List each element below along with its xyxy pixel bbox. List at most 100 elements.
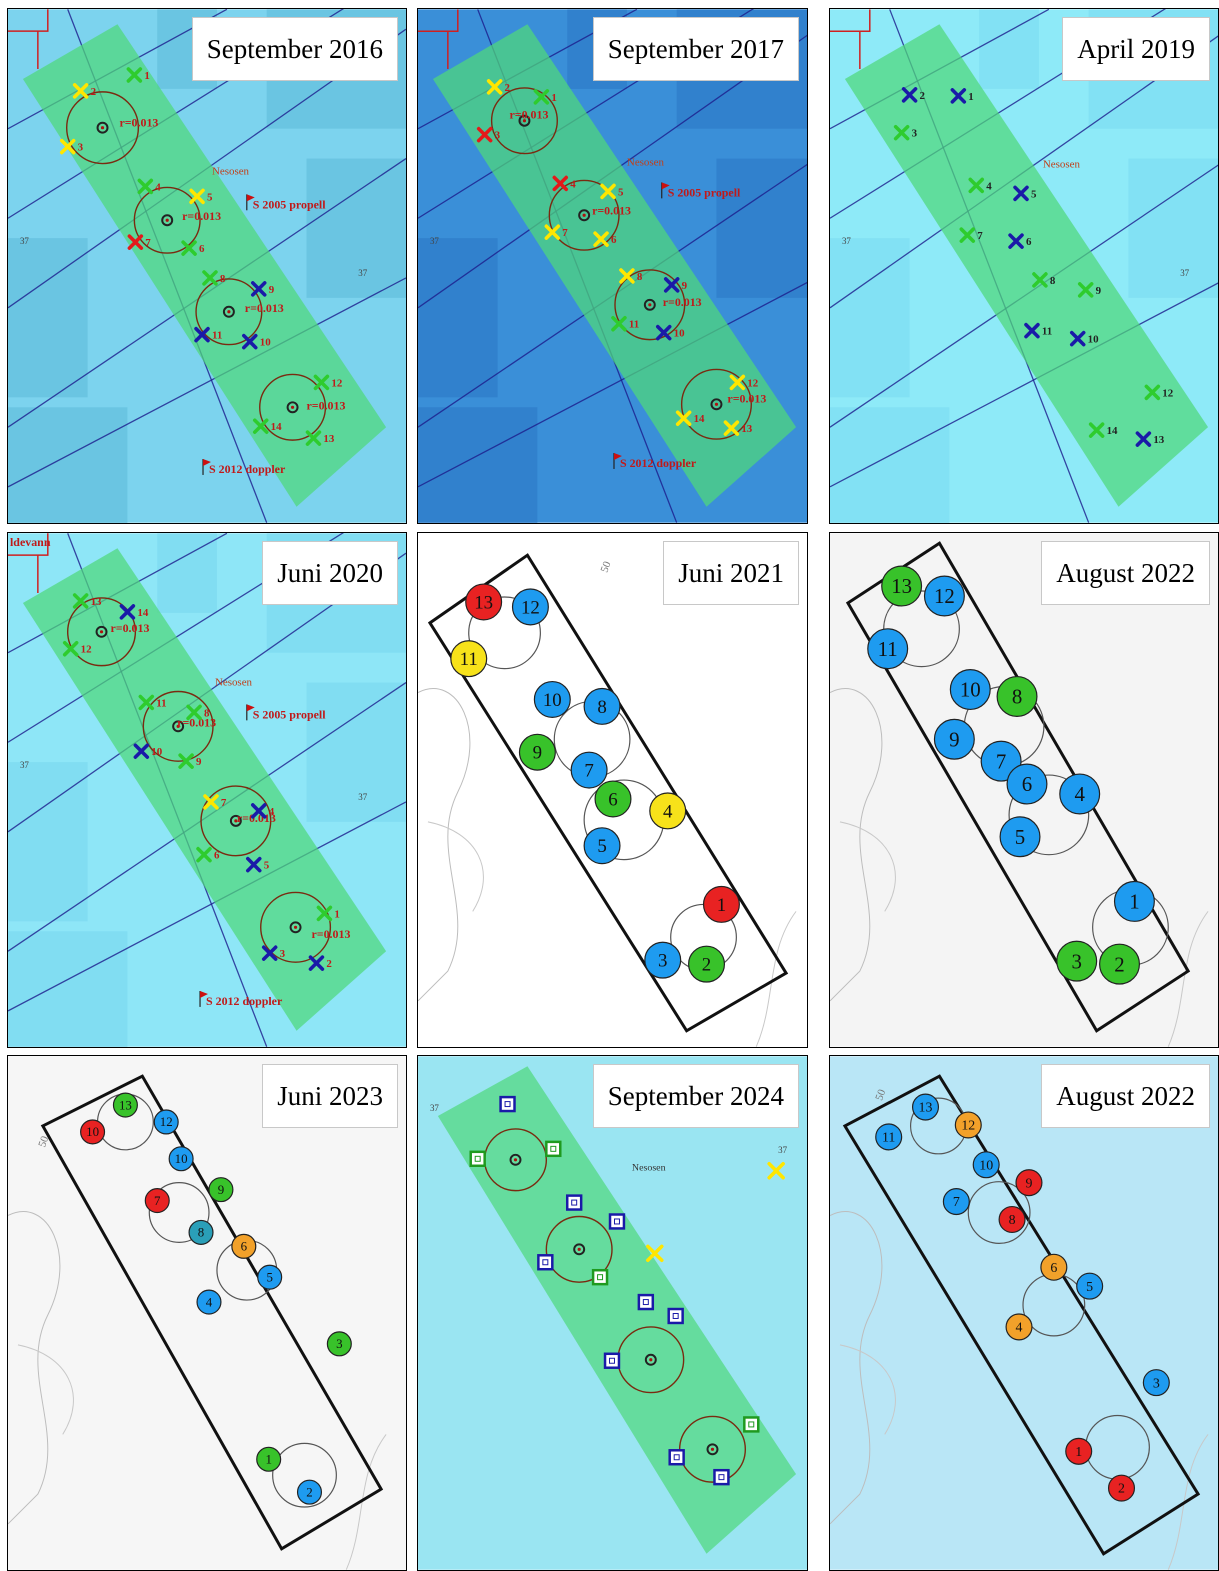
flag-label: S 2012 doppler xyxy=(209,462,286,476)
square-marker xyxy=(603,1352,621,1369)
marker-number: 8 xyxy=(1050,275,1056,287)
ring-center-dot xyxy=(577,1247,581,1251)
square-marker-inner xyxy=(609,1357,615,1364)
marker-number: 9 xyxy=(1096,285,1102,297)
x-marker-blue xyxy=(950,88,967,104)
contour-label: 50 xyxy=(873,1087,888,1102)
receiver-circle-yellow xyxy=(649,792,687,830)
ring-center xyxy=(286,401,299,414)
receiver-circle-blue xyxy=(296,1479,323,1505)
ring-center xyxy=(229,814,242,827)
x-marker-green xyxy=(611,315,627,332)
survey-band xyxy=(432,24,797,507)
x-marker-blue xyxy=(901,87,918,103)
receiver-circle-blue xyxy=(153,1109,179,1135)
receiver-circle-blue xyxy=(1142,1369,1170,1397)
receiver-number: 9 xyxy=(533,743,542,764)
route-line xyxy=(418,9,755,219)
detection-ring xyxy=(680,368,752,440)
route-line xyxy=(830,9,1167,219)
ring-center xyxy=(161,214,174,227)
receiver-circle-blue xyxy=(511,588,549,626)
receiver-circle-blue xyxy=(583,827,621,865)
receiver-number: 13 xyxy=(891,574,912,598)
receiver-number: 6 xyxy=(608,789,617,810)
receiver-circle-red xyxy=(465,583,503,621)
x-marker-yellow xyxy=(544,224,561,240)
panel-4-map: 3737Nesosenldevannr=0.013r=0.013r=0.013r… xyxy=(8,533,406,1047)
depth-patch xyxy=(830,407,950,523)
square-marker xyxy=(667,1307,684,1325)
x-marker-blue xyxy=(663,277,680,293)
depth-patch xyxy=(716,158,807,298)
depth-patch xyxy=(418,407,538,523)
marker-number: 8 xyxy=(220,273,226,285)
ring-center-dot xyxy=(513,1158,518,1162)
receiver-number: 5 xyxy=(597,836,606,857)
receiver-number: 9 xyxy=(949,727,959,751)
ring-label: r=0.013 xyxy=(727,391,766,405)
square-marker-inner xyxy=(673,1454,680,1461)
ring-label: r=0.013 xyxy=(119,116,158,130)
boundary-line xyxy=(8,9,49,69)
panel-8-map: 37 37 Nesosen xyxy=(418,1056,807,1570)
x-marker-blue xyxy=(119,604,136,620)
ring-center xyxy=(644,1353,657,1366)
x-marker-blue xyxy=(246,856,262,873)
marker-number: 2 xyxy=(91,86,96,98)
square-marker-inner xyxy=(672,1313,679,1319)
receiver-number: 12 xyxy=(160,1114,173,1129)
x-marker-blue xyxy=(194,326,210,343)
marker-number: 11 xyxy=(212,330,222,342)
receiver-number: 1 xyxy=(1129,890,1139,914)
detection-ring xyxy=(66,91,140,165)
ring-center xyxy=(95,625,108,638)
square-marker-inner xyxy=(718,1474,725,1481)
panel-8: 37 37 Nesosen September 2024 xyxy=(417,1055,808,1571)
receiver-number: 5 xyxy=(1015,825,1025,849)
square-marker-inner xyxy=(542,1259,549,1266)
receiver-number: 1 xyxy=(717,895,726,916)
marker-number: 10 xyxy=(674,328,685,340)
receiver-circle-green xyxy=(1056,940,1098,982)
receiver-number: 2 xyxy=(1114,952,1124,976)
x-marker-yellow xyxy=(675,410,692,426)
ring-center xyxy=(222,305,235,318)
x-marker-green xyxy=(186,704,202,721)
contour-line xyxy=(17,1344,74,1435)
x-marker-green xyxy=(178,753,194,769)
marker-number: 1 xyxy=(334,908,339,920)
marker-number: 5 xyxy=(1031,188,1037,200)
receiver-circle-orange xyxy=(954,1111,982,1139)
flag-label: S 2005 propell xyxy=(668,185,741,199)
ring-center xyxy=(573,1243,586,1256)
depth-patch xyxy=(306,158,406,298)
receiver-ring xyxy=(967,1181,1031,1244)
ring-label: r=0.013 xyxy=(311,927,350,941)
x-marker-blue xyxy=(1013,185,1029,202)
marker-number: 4 xyxy=(269,806,275,818)
detection-ring xyxy=(133,186,201,254)
flag-icon xyxy=(200,990,208,998)
depth-patch xyxy=(8,931,128,1047)
panel-3-title: April 2019 xyxy=(1062,17,1210,81)
receiver-circle-green xyxy=(996,675,1038,717)
receiver-number: 1 xyxy=(1075,1445,1082,1460)
square-marker xyxy=(637,1293,655,1311)
receiver-circle-blue xyxy=(949,669,991,711)
receiver-circle-blue xyxy=(942,1188,970,1216)
receiver-circle-orange xyxy=(231,1233,257,1259)
x-marker-green xyxy=(1144,384,1161,401)
depth-patch xyxy=(8,238,88,398)
receiver-number: 10 xyxy=(175,1151,188,1166)
receiver-circle-yellow xyxy=(450,640,488,678)
x-marker-green xyxy=(196,846,212,863)
study-area-outline xyxy=(845,541,1191,1033)
depth-label: 37 xyxy=(20,760,29,770)
place-name: Nesosen xyxy=(215,677,253,689)
receiver-number: 6 xyxy=(1050,1261,1057,1276)
marker-number: 7 xyxy=(562,227,568,239)
